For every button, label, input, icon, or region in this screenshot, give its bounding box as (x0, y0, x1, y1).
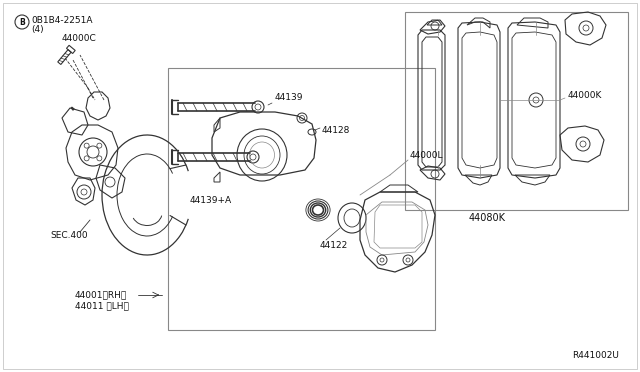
Text: 44011 〈LH〉: 44011 〈LH〉 (75, 301, 129, 311)
Text: R441002U: R441002U (572, 352, 619, 360)
Text: B: B (19, 17, 25, 26)
Text: 44000L: 44000L (410, 151, 444, 160)
Text: 44122: 44122 (320, 241, 348, 250)
Text: (4): (4) (31, 25, 44, 33)
Text: 44000C: 44000C (62, 33, 97, 42)
Text: 0B1B4-2251A: 0B1B4-2251A (31, 16, 93, 25)
Text: 44139+A: 44139+A (190, 196, 232, 205)
Text: 44001〈RH〉: 44001〈RH〉 (75, 291, 127, 299)
Bar (168, 68, 435, 330)
Bar (405, 12, 628, 210)
Text: 44080K: 44080K (468, 213, 506, 223)
Text: 44128: 44128 (322, 125, 350, 135)
Text: SEC.400: SEC.400 (50, 231, 88, 240)
Text: 44139: 44139 (275, 93, 303, 102)
Text: 44000K: 44000K (568, 90, 602, 99)
